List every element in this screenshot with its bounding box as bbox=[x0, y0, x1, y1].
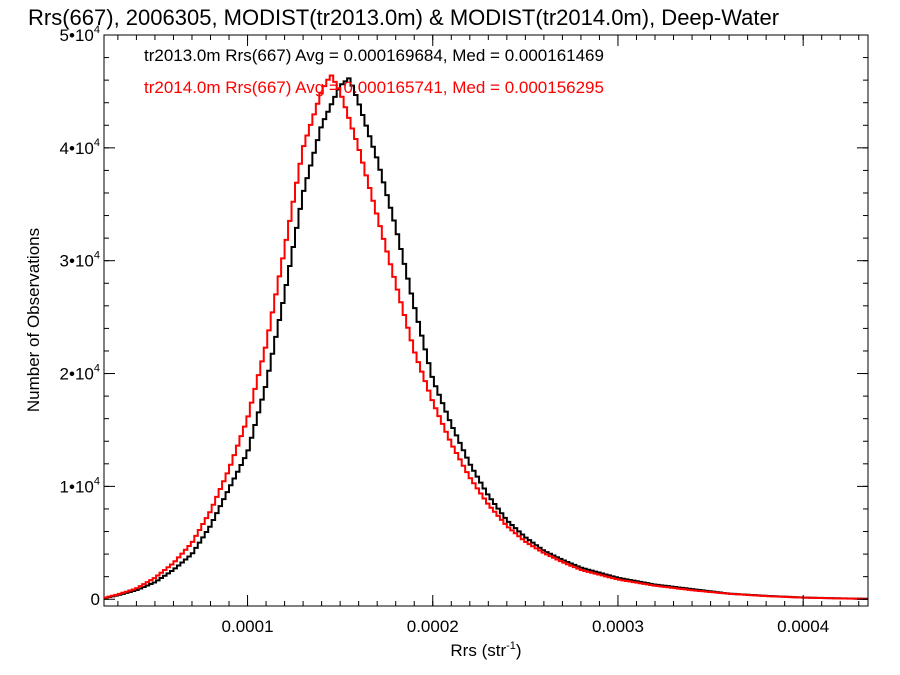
series-1-line bbox=[104, 77, 868, 600]
ticks-layer: 0.0001 0.0002 0.0003 0.0004 0 1•104 2•104 3•104… bbox=[60, 24, 868, 636]
x-tick-label: 0.0003 bbox=[592, 617, 644, 636]
legend-entry-2: tr2014.0m Rrs(667) Avg = 0.000165741, Me… bbox=[144, 78, 604, 97]
x-tick-label: 0.0002 bbox=[407, 617, 459, 636]
y-tick-label: 1•104 bbox=[60, 475, 100, 496]
chart-title: Rrs(667), 2006305, MODIST(tr2013.0m) & M… bbox=[28, 5, 779, 30]
y-tick-label: 4•104 bbox=[60, 137, 100, 158]
series-2-line bbox=[104, 74, 868, 600]
y-tick-label: 2•104 bbox=[60, 363, 100, 384]
series-layer bbox=[104, 74, 868, 600]
plot-frame bbox=[103, 34, 869, 607]
y-tick-label: 5•104 bbox=[60, 24, 100, 45]
x-tick-label: 0.0001 bbox=[222, 617, 274, 636]
y-tick-label: 0 bbox=[91, 590, 100, 609]
legend-entry-1: tr2013.0m Rrs(667) Avg = 0.000169684, Me… bbox=[144, 46, 604, 65]
x-tick-label: 0.0004 bbox=[777, 617, 829, 636]
x-axis-label: Rrs (str-1) bbox=[450, 640, 521, 660]
y-tick-label: 3•104 bbox=[60, 250, 100, 271]
y-axis-label: Number of Observations bbox=[24, 228, 43, 412]
